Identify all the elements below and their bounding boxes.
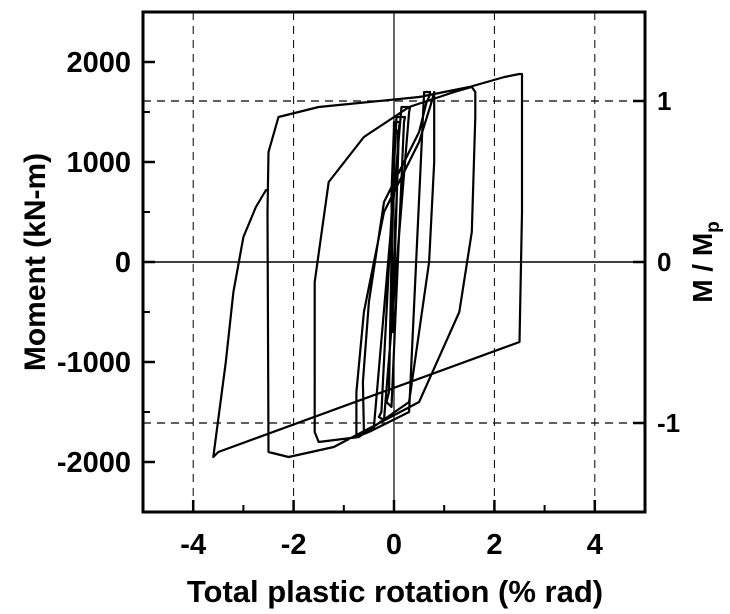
data-series: [212, 72, 524, 459]
y-axis-label: Moment (kN-m): [19, 153, 52, 371]
y2-axis-label-sub: p: [703, 221, 724, 233]
tick-labels: -4 -2 0 2 4 -2000 -1000 0 1000 2000 -1 0 1: [57, 47, 680, 561]
ticks: [142, 60, 645, 512]
y2-tick-label: 0: [657, 247, 671, 277]
y-tick-label: -2000: [57, 447, 131, 479]
x-tick-label: 4: [587, 529, 603, 561]
x-axis-label: Total plastic rotation (% rad): [187, 574, 603, 609]
x-tick-label: -2: [281, 529, 307, 561]
x-tick-label: -4: [180, 529, 206, 561]
y-tick-label: 1000: [66, 147, 131, 179]
y2-axis-label-main: M / M: [687, 233, 718, 303]
y-tick-label: 0: [115, 247, 131, 279]
y-tick-label: -1000: [57, 347, 131, 379]
y2-tick-label: -1: [657, 408, 680, 438]
x-tick-label: 2: [486, 529, 502, 561]
y2-axis-label: M / Mp: [687, 221, 724, 303]
y2-tick-label: 1: [657, 86, 671, 116]
x-tick-label: 0: [386, 529, 402, 561]
y-tick-label: 2000: [66, 47, 131, 79]
hysteresis-curve: [212, 72, 524, 459]
